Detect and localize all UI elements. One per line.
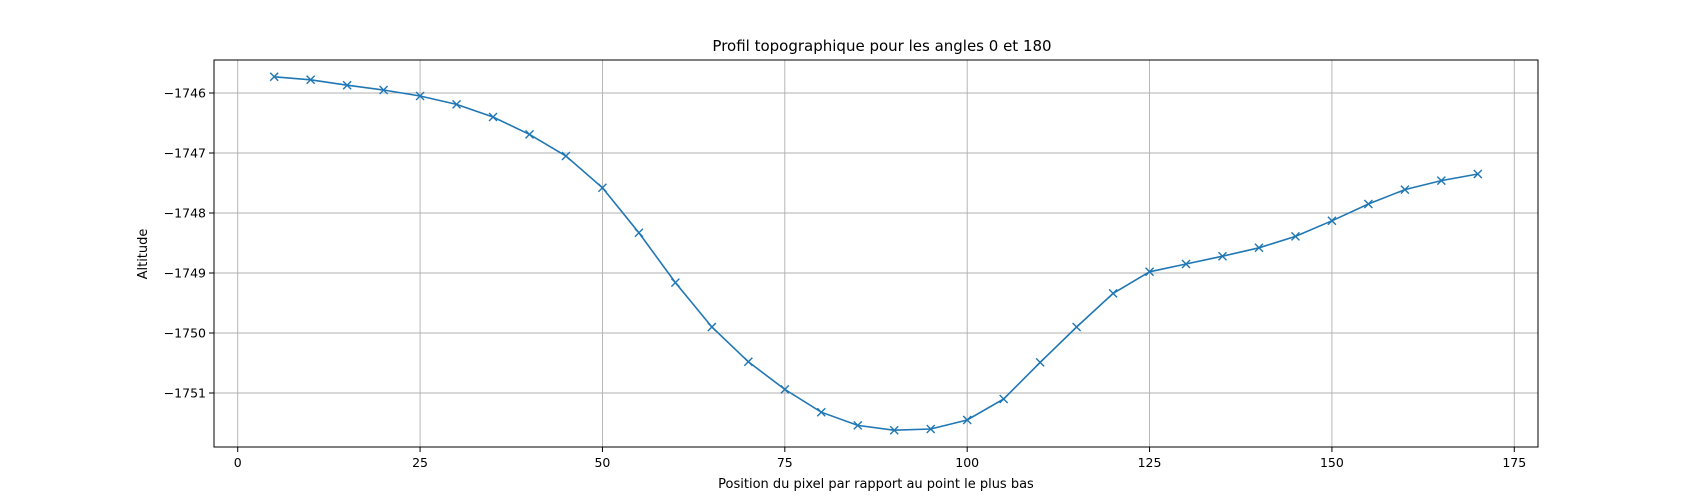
data-point xyxy=(707,322,717,332)
data-point xyxy=(452,99,462,109)
data-point xyxy=(1145,267,1155,277)
data-point xyxy=(1181,259,1191,269)
data-point xyxy=(743,357,753,367)
data-point xyxy=(379,85,389,95)
y-tick-label: −1751 xyxy=(164,386,206,401)
data-point xyxy=(780,384,790,394)
data-point xyxy=(1218,251,1227,261)
data-point xyxy=(269,72,279,82)
data-point xyxy=(1290,231,1300,241)
data-point xyxy=(926,424,936,434)
data-point xyxy=(1072,322,1082,332)
y-axis-label: Altitude xyxy=(136,229,151,280)
x-tick-label: 75 xyxy=(777,455,793,470)
x-tick-label: 150 xyxy=(1320,455,1344,470)
x-axis-label: Position du pixel par rapport au point l… xyxy=(718,477,1034,492)
data-point xyxy=(1473,169,1483,179)
data-point xyxy=(342,80,352,90)
data-point xyxy=(634,228,644,238)
data-point xyxy=(1035,357,1045,367)
data-point xyxy=(962,415,972,425)
data-point xyxy=(415,91,425,101)
data-point xyxy=(306,75,316,85)
plot-frame xyxy=(213,59,1539,448)
x-tick-label: 50 xyxy=(594,455,610,470)
data-point xyxy=(816,407,826,417)
data-point xyxy=(1436,176,1446,186)
grid-layer xyxy=(214,60,1538,447)
series-layer xyxy=(269,72,1483,435)
data-point xyxy=(889,425,899,435)
data-point xyxy=(999,394,1009,404)
y-tick-label: −1746 xyxy=(164,86,206,101)
data-point xyxy=(1400,185,1410,195)
data-point xyxy=(525,129,534,139)
y-tick-label: −1748 xyxy=(164,206,206,221)
x-tick-label: 25 xyxy=(412,455,428,470)
x-tick-label: 175 xyxy=(1502,455,1526,470)
x-tick-label: 125 xyxy=(1138,455,1162,470)
data-point xyxy=(670,278,680,288)
data-point xyxy=(597,183,607,193)
y-tick-label: −1750 xyxy=(164,326,206,341)
series-line xyxy=(274,76,1478,432)
x-tick-label: 100 xyxy=(955,455,979,470)
data-point xyxy=(1327,216,1337,226)
chart-title: Profil topographique pour les angles 0 e… xyxy=(712,37,1051,55)
y-tick-label: −1747 xyxy=(164,146,206,161)
tick-layer: 0 25 50 75 100 125 150 175 −1746 −1747 −1748 −1749 −… xyxy=(164,86,1527,471)
data-point xyxy=(561,151,571,161)
data-point xyxy=(853,420,863,430)
data-point xyxy=(1254,243,1264,253)
y-tick-label: −1749 xyxy=(164,266,206,281)
data-point xyxy=(1108,288,1118,298)
data-point xyxy=(1363,199,1373,209)
data-point xyxy=(488,112,498,122)
x-tick-label: 0 xyxy=(234,455,242,470)
